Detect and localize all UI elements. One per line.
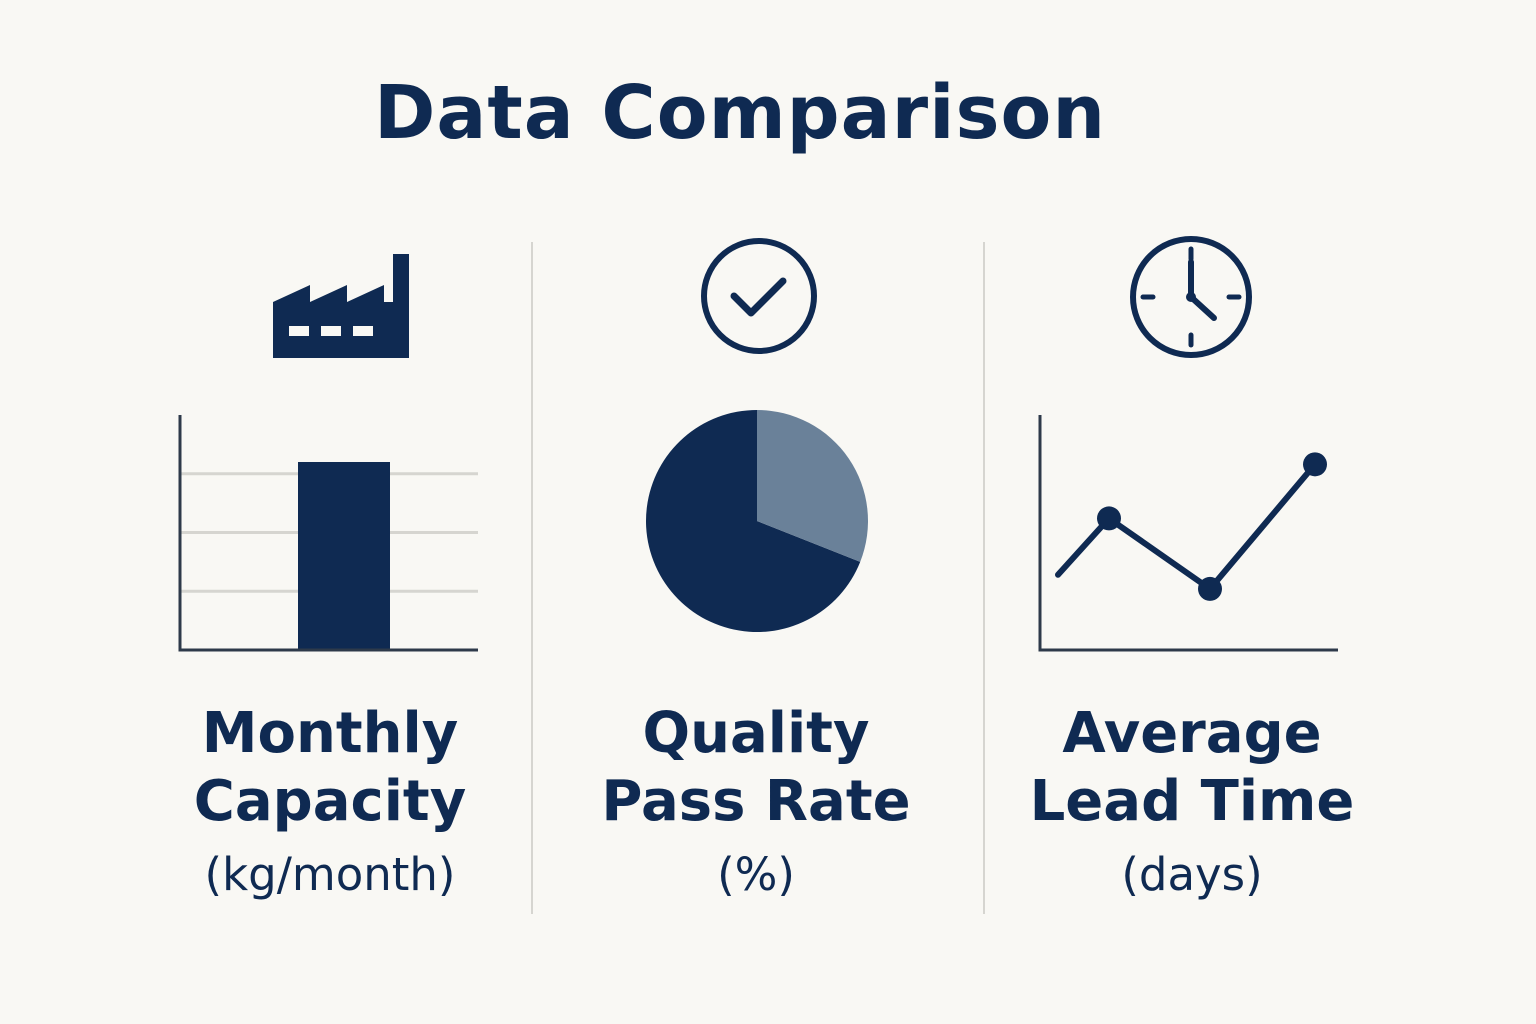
- capacity-label-line2: Capacity: [193, 769, 467, 834]
- lead-time-unit: (days): [1121, 848, 1263, 901]
- capacity-label-line1: Monthly: [201, 701, 459, 766]
- bar: [298, 462, 390, 650]
- divider-right: [983, 242, 985, 914]
- lead-time-line-chart: [1038, 415, 1338, 652]
- capacity-unit: (kg/month): [204, 848, 456, 901]
- capacity-label: Monthly Capacity (kg/month): [130, 700, 530, 904]
- quality-unit: (%): [717, 848, 795, 901]
- lead-time-label-line2: Lead Time: [1029, 769, 1355, 834]
- lead-time-label-line1: Average: [1062, 701, 1322, 766]
- quality-label-line2: Pass Rate: [601, 769, 911, 834]
- data-point: [1303, 452, 1327, 477]
- check-circle-icon: [701, 238, 817, 354]
- capacity-bar-chart: [178, 415, 478, 652]
- clock-icon: [1130, 236, 1252, 358]
- series-line: [1055, 461, 1318, 592]
- lead-time-label: Average Lead Time (days): [992, 700, 1392, 904]
- divider-left: [531, 242, 533, 914]
- factory-icon: [273, 254, 409, 358]
- quality-pie-chart: [646, 410, 868, 632]
- page-title: Data Comparison: [373, 70, 1107, 156]
- pie-slice: [646, 410, 861, 632]
- quality-label: Quality Pass Rate (%): [556, 700, 956, 904]
- data-point: [1097, 506, 1121, 531]
- quality-label-line1: Quality: [642, 701, 870, 766]
- pie-slice: [757, 410, 868, 562]
- data-point: [1198, 576, 1222, 601]
